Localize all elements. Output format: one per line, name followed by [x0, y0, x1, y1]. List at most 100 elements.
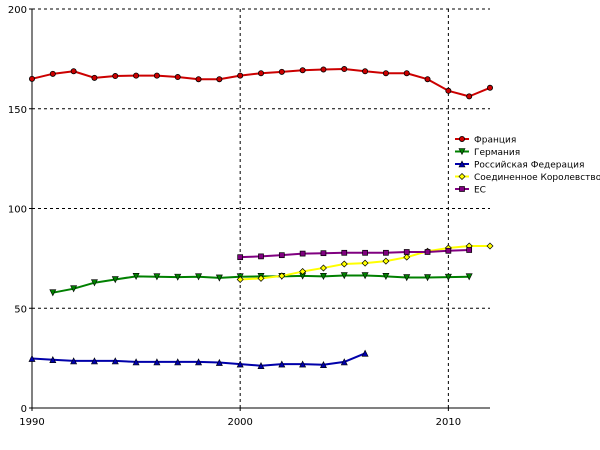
legend-entry: Российская Федерация	[455, 160, 584, 171]
data-point	[90, 279, 98, 287]
y-tick-label: 100	[8, 205, 27, 216]
data-point	[174, 74, 181, 81]
data-point	[299, 268, 307, 276]
data-point	[153, 358, 161, 366]
x-tick-label: 1990	[19, 417, 44, 428]
data-point	[111, 276, 119, 284]
data-point	[362, 68, 369, 75]
data-point	[278, 252, 285, 259]
data-point	[299, 250, 306, 257]
legend-entry: ЕС	[455, 186, 486, 196]
data-point	[215, 358, 223, 366]
data-point	[195, 358, 203, 366]
data-point	[70, 357, 78, 365]
y-tick-label: 50	[14, 304, 27, 315]
legend-marker	[458, 173, 466, 180]
data-point	[257, 70, 264, 77]
data-point	[278, 68, 285, 75]
legend-label: Германия	[474, 148, 520, 158]
data-point	[319, 273, 327, 281]
legend-marker	[458, 135, 465, 142]
series-2	[28, 349, 369, 370]
data-point	[70, 285, 78, 293]
series-layer	[28, 66, 494, 370]
data-point	[383, 249, 389, 256]
data-point	[49, 70, 56, 77]
data-point	[466, 93, 473, 100]
data-point	[340, 358, 348, 366]
data-point	[424, 76, 431, 83]
data-point	[236, 360, 244, 368]
data-point	[278, 360, 286, 368]
data-point	[341, 66, 348, 73]
data-point	[278, 272, 286, 280]
legend-label: ЕС	[474, 186, 486, 196]
data-point	[153, 273, 161, 281]
series-line	[240, 248, 470, 259]
data-point	[445, 87, 452, 94]
data-point	[236, 276, 244, 284]
data-point	[132, 358, 140, 366]
x-tick-label: 2000	[227, 417, 252, 428]
data-point	[70, 68, 77, 75]
y-tick-label: 0	[21, 404, 27, 415]
data-point	[341, 249, 348, 256]
legend-entry: Франция	[455, 136, 516, 146]
y-tick-label: 200	[8, 5, 27, 16]
data-point	[466, 247, 473, 253]
data-point	[424, 274, 432, 282]
data-point	[174, 358, 182, 366]
data-point	[132, 273, 140, 281]
data-point	[319, 264, 327, 272]
data-point	[403, 274, 411, 282]
data-point	[382, 70, 389, 77]
legend-label: Франция	[474, 136, 516, 146]
data-point	[340, 272, 348, 280]
data-point	[320, 250, 327, 257]
data-point	[403, 70, 410, 77]
data-point	[195, 76, 202, 83]
data-point	[258, 253, 264, 260]
legend-label: Соединенное Королевство	[474, 173, 600, 183]
data-point	[111, 357, 119, 365]
data-point	[112, 73, 119, 80]
data-point	[340, 260, 348, 268]
x-tick-label: 2010	[436, 417, 461, 428]
data-point	[49, 356, 57, 364]
data-point	[257, 274, 265, 282]
tick-labels: 0 50 100 150 200 1990 2000 2010	[8, 5, 461, 428]
data-point	[299, 360, 307, 368]
data-point	[91, 74, 98, 81]
data-point	[486, 242, 494, 250]
data-point	[382, 273, 390, 281]
data-point	[174, 273, 182, 281]
legend-marker	[458, 148, 466, 156]
data-point	[445, 247, 452, 254]
data-point	[444, 273, 452, 281]
data-point	[299, 67, 306, 74]
data-point	[361, 259, 369, 267]
data-point	[237, 254, 244, 261]
series-4	[237, 247, 473, 261]
data-point	[320, 66, 327, 73]
data-point	[153, 72, 160, 79]
data-point	[90, 357, 98, 365]
data-point	[28, 354, 36, 362]
data-point	[195, 273, 203, 281]
data-point	[465, 273, 473, 281]
grid-layer	[32, 8, 490, 408]
legend-entry: Соединенное Королевство	[455, 173, 600, 183]
legend-marker	[458, 160, 466, 168]
data-point	[319, 361, 327, 369]
data-point	[382, 257, 390, 265]
legend: Франция Германия Российская Федерация Соеди…	[455, 136, 600, 196]
data-point	[424, 249, 431, 255]
legend-label: Российская Федерация	[474, 161, 584, 171]
data-point	[28, 75, 35, 82]
data-point	[49, 289, 57, 297]
series-0	[28, 66, 493, 100]
data-point	[237, 72, 244, 79]
legend-marker	[459, 186, 465, 192]
